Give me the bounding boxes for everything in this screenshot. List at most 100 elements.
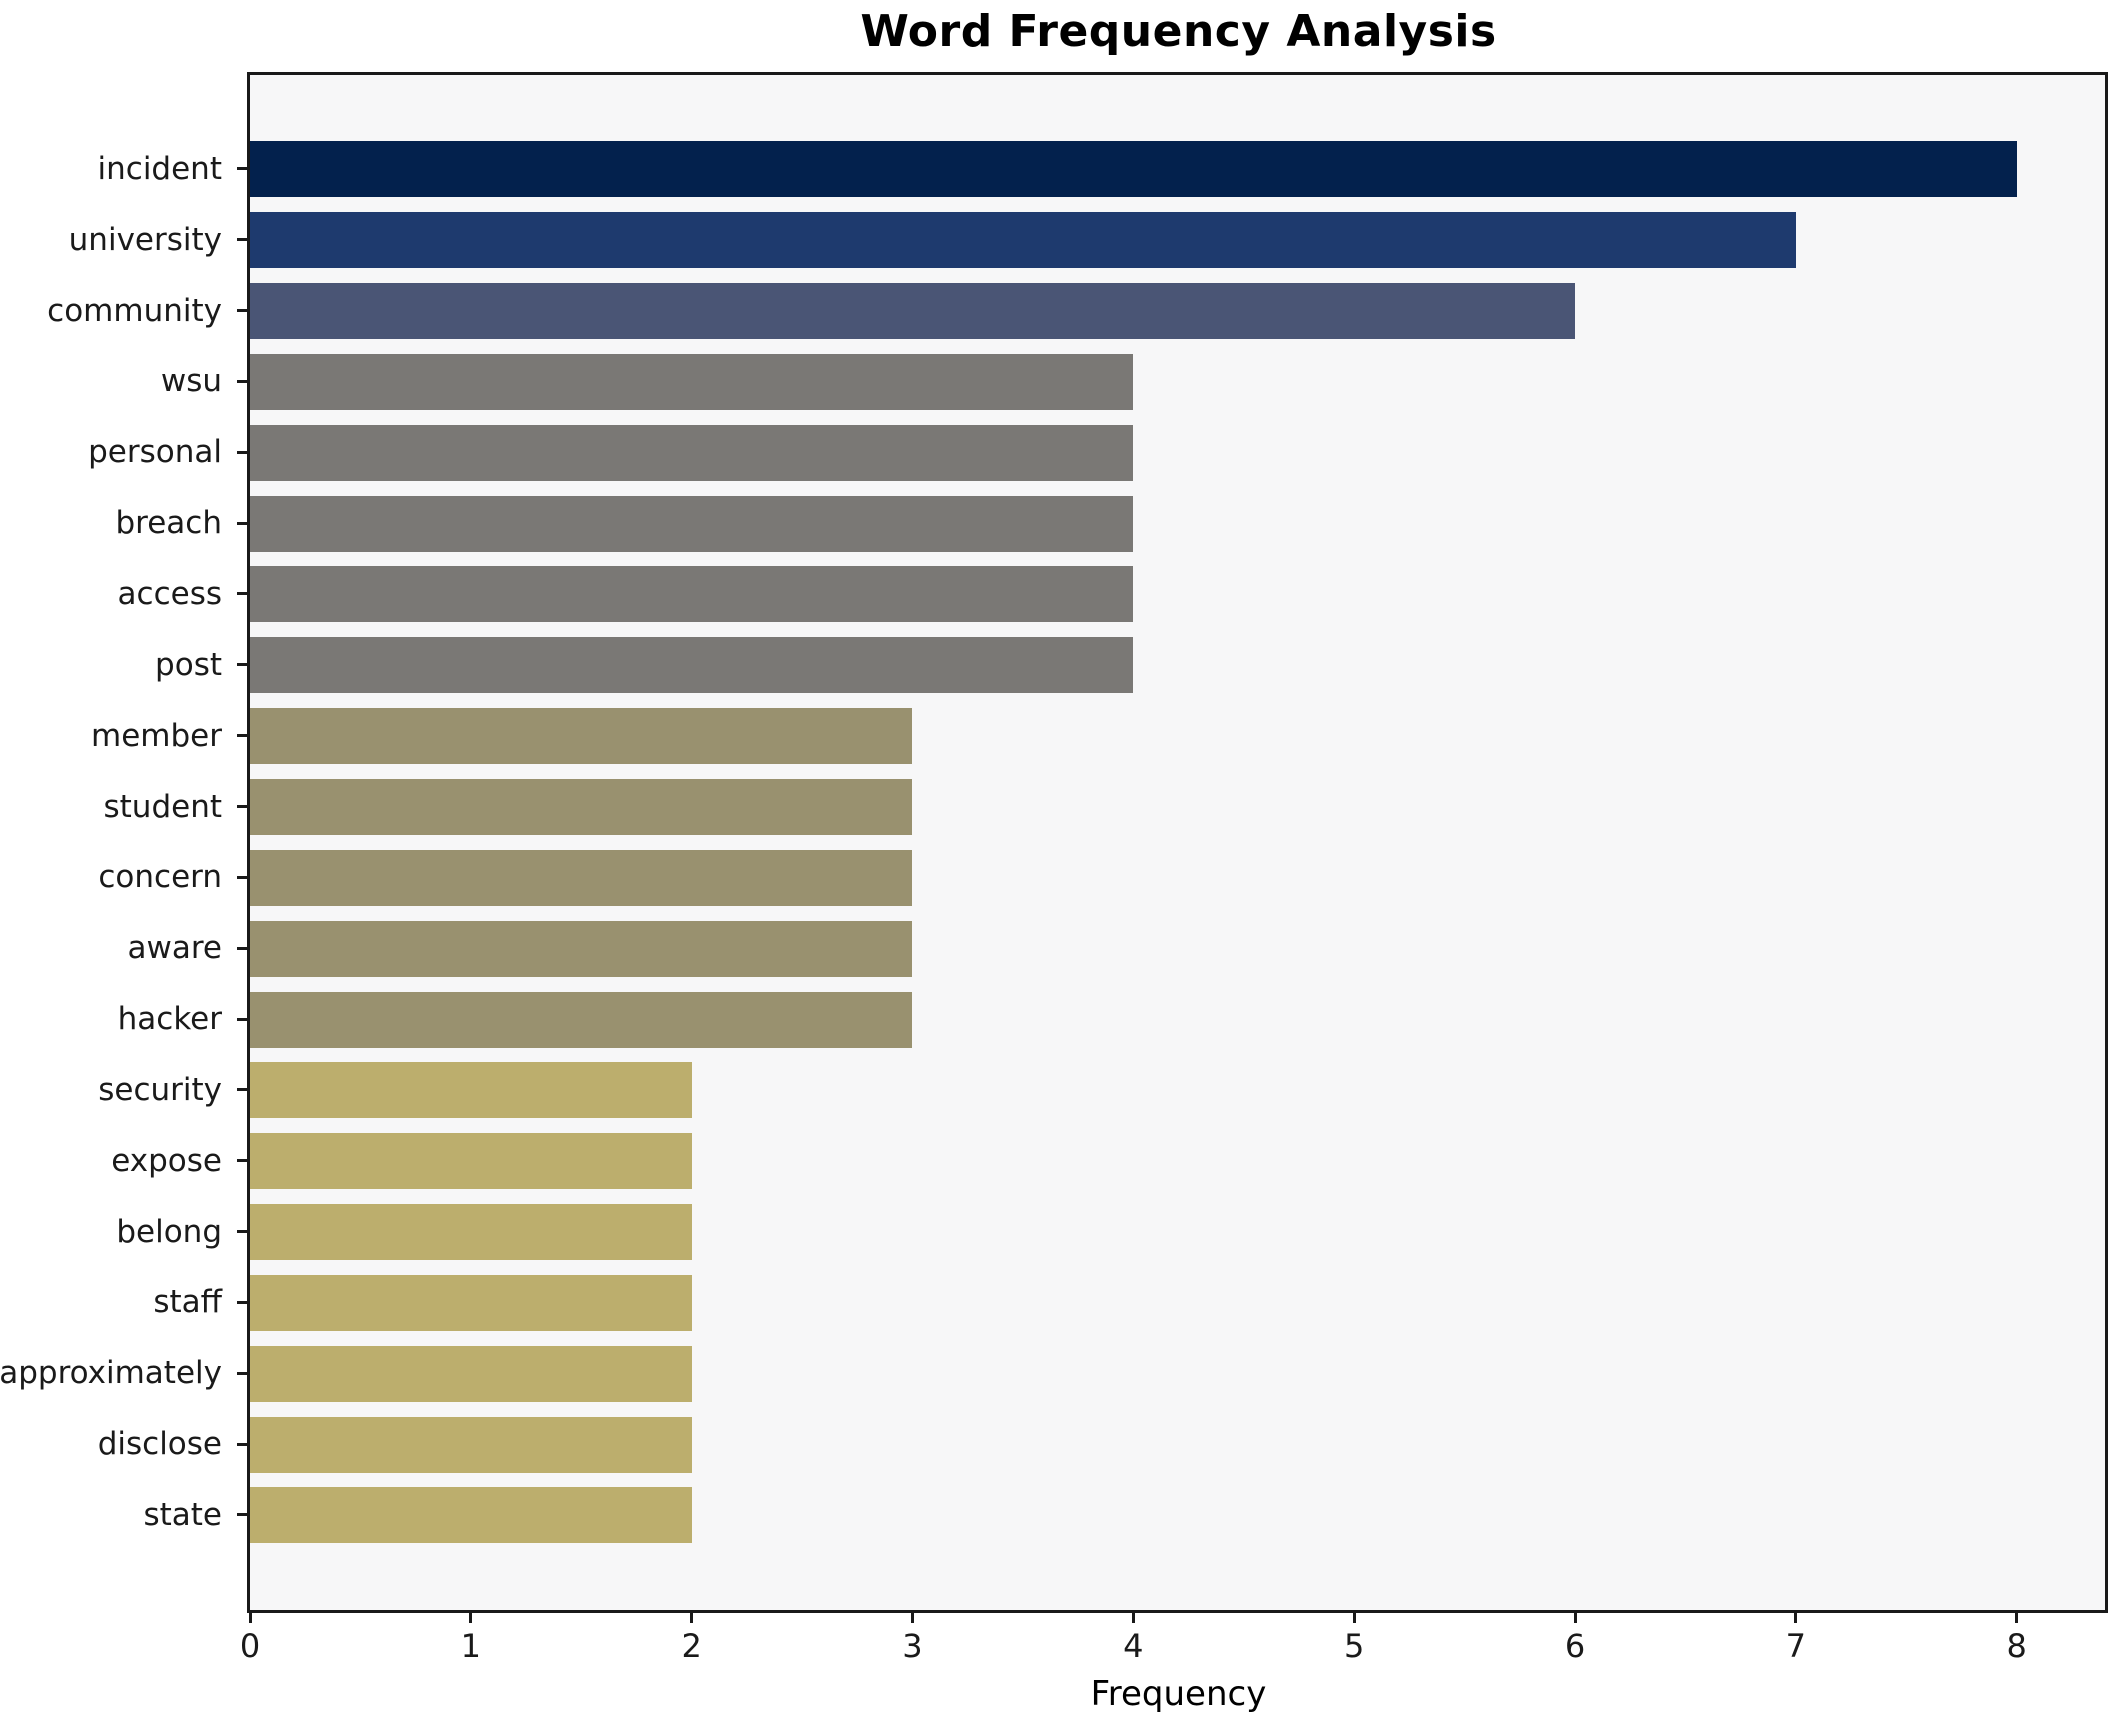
category-label: staff <box>153 1284 222 1321</box>
bar <box>250 1487 692 1544</box>
x-tick-mark <box>2015 1610 2019 1623</box>
x-tick-mark <box>248 1610 252 1623</box>
bar <box>250 849 913 906</box>
bar-row: incident <box>98 134 2105 205</box>
bar <box>250 1416 692 1473</box>
y-tick-mark <box>237 1442 247 1446</box>
category-label: incident <box>97 150 222 187</box>
y-tick-mark <box>237 663 247 667</box>
x-tick-label: 5 <box>1343 1627 1365 1665</box>
y-tick-mark <box>237 805 247 809</box>
x-tick-label: 0 <box>239 1627 261 1665</box>
bar <box>250 708 913 765</box>
category-label: expose <box>111 1142 222 1179</box>
bar-row: approximately <box>0 1338 2105 1409</box>
bar-row: post <box>155 630 2105 701</box>
x-tick-mark <box>1573 1610 1577 1623</box>
y-tick-mark <box>237 1017 247 1021</box>
y-tick-mark <box>237 309 247 313</box>
x-tick-label: 8 <box>2006 1627 2027 1665</box>
y-tick-mark <box>237 450 247 454</box>
y-tick-mark <box>237 1159 247 1163</box>
x-tick-label: 1 <box>460 1627 482 1665</box>
bar-row: staff <box>153 1268 2105 1339</box>
bar <box>250 212 1796 269</box>
bar-row: breach <box>115 488 2105 559</box>
category-label: post <box>155 646 222 683</box>
x-axis-label: Frequency <box>1090 1674 1267 1714</box>
y-tick-mark <box>237 1230 247 1234</box>
bar-row: wsu <box>161 347 2105 418</box>
bar <box>250 1345 692 1402</box>
y-tick-mark <box>237 1088 247 1092</box>
bar <box>250 495 1134 552</box>
category-label: state <box>143 1496 222 1533</box>
bar-row: state <box>143 1480 2105 1551</box>
category-label: breach <box>115 505 222 542</box>
category-label: university <box>68 221 222 258</box>
x-tick-label: 7 <box>1785 1627 1806 1665</box>
category-label: belong <box>116 1213 222 1250</box>
category-label: student <box>103 788 222 825</box>
bar <box>250 779 913 836</box>
bar <box>250 283 1575 340</box>
category-label: security <box>98 1071 222 1108</box>
bar <box>250 566 1134 623</box>
bar-row: member <box>91 701 2105 772</box>
category-label: aware <box>127 930 222 967</box>
bar <box>250 141 2017 198</box>
bar-row: security <box>98 1055 2105 1126</box>
x-tick-label: 6 <box>1564 1627 1586 1665</box>
category-label: access <box>117 575 222 612</box>
x-tick-mark <box>469 1610 473 1623</box>
y-tick-mark <box>237 521 247 525</box>
category-label: approximately <box>0 1355 222 1392</box>
bar-row: belong <box>116 1197 2105 1268</box>
y-tick-mark <box>237 1371 247 1375</box>
bar-row: community <box>47 276 2105 347</box>
x-tick-mark <box>1794 1610 1798 1623</box>
chart-title: Word Frequency Analysis <box>860 6 1497 57</box>
y-tick-mark <box>237 379 247 383</box>
y-tick-mark <box>237 1300 247 1304</box>
category-label: hacker <box>117 1001 222 1038</box>
y-tick-mark <box>237 734 247 738</box>
bar-row: disclose <box>98 1409 2105 1480</box>
bar <box>250 991 913 1048</box>
y-tick-mark <box>237 167 247 171</box>
bar-row: university <box>69 205 2105 276</box>
bar-row: aware <box>128 913 2105 984</box>
bar <box>250 637 1134 694</box>
bar <box>250 353 1134 410</box>
bar <box>250 1274 692 1331</box>
bar-row: student <box>103 772 2105 843</box>
category-label: personal <box>88 434 222 471</box>
bar <box>250 1133 692 1190</box>
bar <box>250 920 913 977</box>
bar-row: access <box>118 559 2105 630</box>
bar-row: personal <box>88 417 2105 488</box>
x-tick-mark <box>1352 1610 1356 1623</box>
bar-row: hacker <box>118 984 2105 1055</box>
bar <box>250 1062 692 1119</box>
x-tick-mark <box>690 1610 694 1623</box>
y-tick-mark <box>237 946 247 950</box>
y-tick-mark <box>237 238 247 242</box>
category-label: disclose <box>97 1426 222 1463</box>
y-tick-mark <box>237 875 247 879</box>
x-tick-mark <box>910 1610 914 1623</box>
x-tick-label: 4 <box>1123 1627 1144 1665</box>
x-tick-label: 2 <box>681 1627 702 1665</box>
bar <box>250 1204 692 1261</box>
category-label: wsu <box>160 363 222 400</box>
bar <box>250 424 1134 481</box>
bars-area: incident university community wsu personal br… <box>0 75 2105 1610</box>
category-label: concern <box>98 859 222 896</box>
bar-row: expose <box>111 1126 2105 1197</box>
x-tick-mark <box>1131 1610 1135 1623</box>
y-tick-mark <box>237 592 247 596</box>
y-tick-mark <box>237 1513 247 1517</box>
x-tick-label: 3 <box>902 1627 923 1665</box>
bar-row: concern <box>98 842 2105 913</box>
